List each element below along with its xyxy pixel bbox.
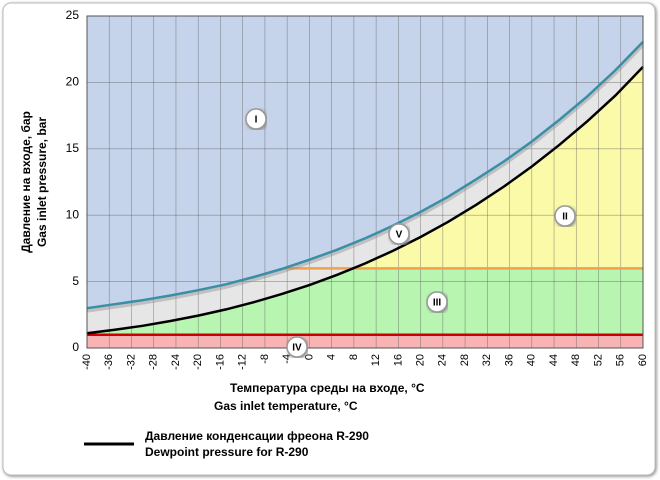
x-tick-label: 48 (570, 354, 582, 366)
upper-line (86, 41, 644, 310)
plot-area (86, 15, 644, 349)
x-tick-label: -12 (237, 354, 249, 370)
y-tick-label: 10 (66, 207, 80, 221)
x-tick-label: 60 (637, 354, 649, 366)
x-tick-label: 24 (437, 354, 449, 366)
annotation: V (396, 230, 403, 241)
legend-label-en: Dewpoint pressure for R-290 (145, 445, 309, 459)
x-axis-label: Температура среды на входе, °C (230, 381, 425, 395)
annotation-badge (554, 205, 576, 227)
y-axis-label-en: Gas inlet pressure, bar (35, 117, 49, 247)
annotation: I (255, 115, 258, 126)
x-tick-label: 28 (459, 354, 471, 366)
x-tick-label: 52 (592, 354, 604, 366)
x-tick-label: 56 (615, 354, 627, 366)
y-tick-label: 5 (72, 274, 79, 288)
y-tick-label: 0 (72, 340, 79, 354)
annotation: II (562, 212, 568, 223)
y-tick-label: 20 (66, 75, 80, 89)
x-tick-label: -32 (125, 354, 137, 370)
y-tick-label: 25 (66, 8, 80, 22)
x-tick-label: 4 (326, 354, 338, 360)
plot-border (86, 15, 644, 349)
x-tick-label: 8 (348, 354, 360, 360)
x-tick-label: 40 (526, 354, 538, 366)
x-tick-label: 44 (548, 354, 560, 366)
x-tick-label: -24 (170, 354, 182, 370)
region (87, 41, 643, 334)
x-tick-label: 36 (503, 354, 515, 366)
x-tick-label: -20 (192, 354, 204, 370)
x-tick-label: 12 (370, 354, 382, 366)
annotation: III (433, 298, 442, 309)
x-tick-label: 16 (392, 354, 404, 366)
x-tick-label: -40 (81, 354, 93, 370)
x-tick-label: -16 (214, 354, 226, 370)
x-tick-label: -4 (281, 354, 293, 364)
x-tick-label: 20 (415, 354, 427, 366)
legend-label: Давление конденсации фреона R-290 (145, 429, 369, 443)
upper-line-shadow (87, 42, 643, 313)
annotation-badge (388, 223, 410, 245)
x-axis-label-en: Gas inlet temperature, °C (214, 399, 358, 413)
annotation: IV (292, 343, 302, 354)
annotation-badge (286, 336, 308, 358)
x-tick-label: -36 (103, 354, 115, 370)
x-tick-label: -8 (259, 354, 271, 364)
y-axis-label: Давление на входе, бар (19, 111, 33, 253)
x-tick-label: 0 (303, 354, 315, 360)
x-tick-label: -28 (148, 354, 160, 370)
x-tick-label: 32 (481, 354, 493, 366)
annotation-badge (245, 108, 267, 130)
region (87, 334, 643, 348)
annotation-badge (426, 291, 448, 313)
y-tick-label: 15 (66, 141, 80, 155)
dewpoint-line (86, 66, 644, 335)
